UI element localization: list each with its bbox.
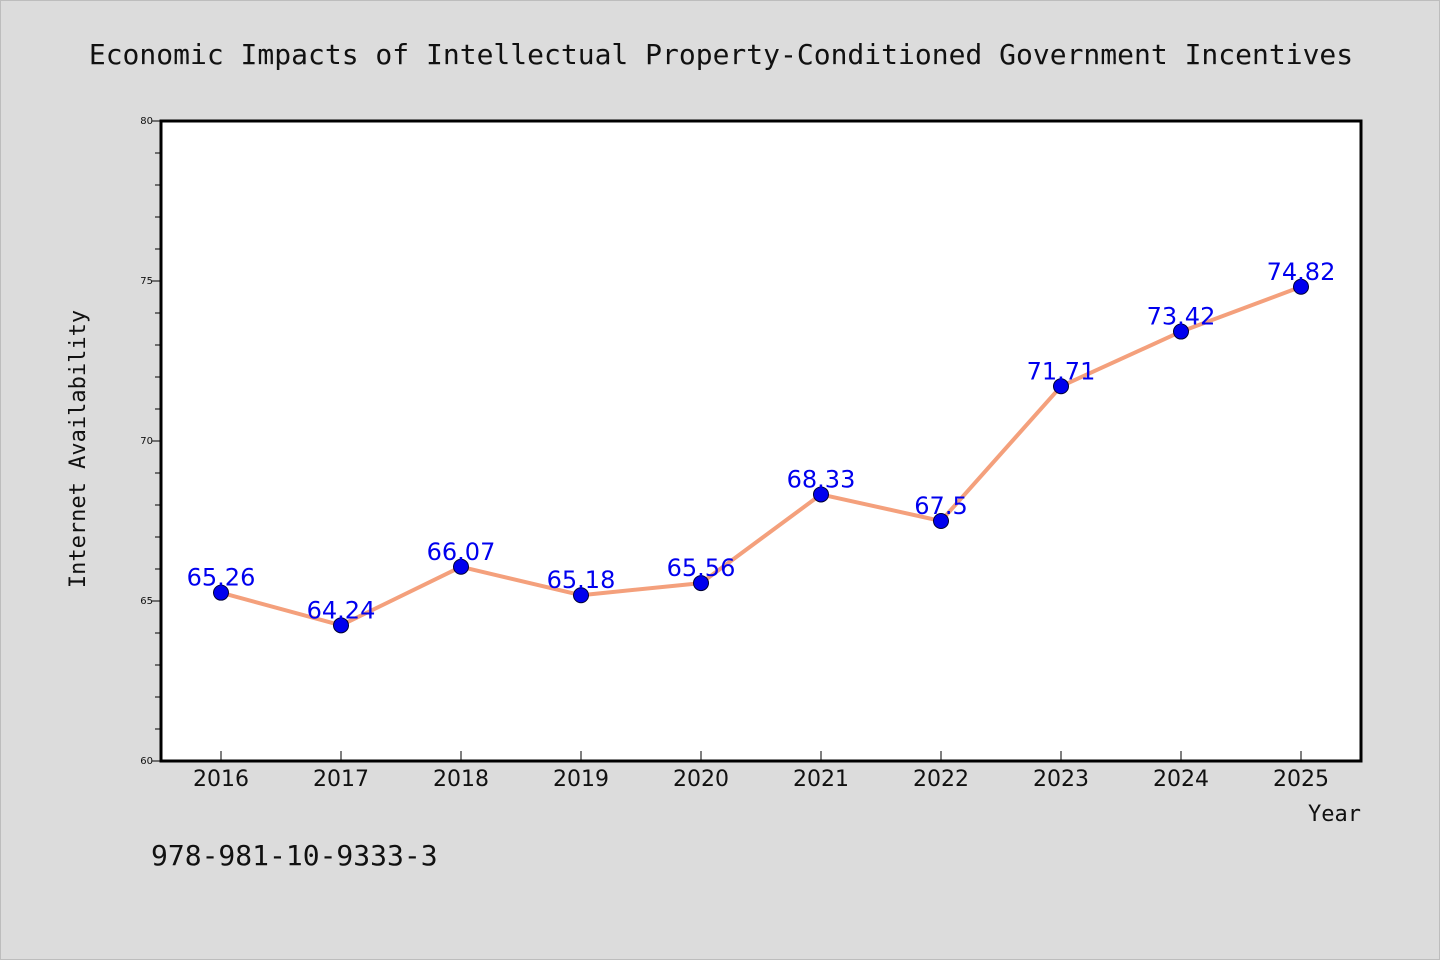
x-tick-label: 2020 — [673, 767, 729, 792]
x-axis-label: Year — [1308, 802, 1361, 827]
x-axis-ticks: 2016 2017 2018 2019 2020 2021 2022 2023 2024 2025 — [193, 751, 1329, 792]
x-tick-label: 2025 — [1273, 767, 1329, 792]
data-point — [933, 513, 949, 529]
plot-frame — [159, 119, 1363, 763]
x-tick-label: 2019 — [553, 767, 609, 792]
data-label: 65.18 — [547, 566, 616, 594]
x-tick-label: 2016 — [193, 767, 249, 792]
data-label: 66.07 — [427, 538, 496, 566]
y-tick-label: 70 — [140, 436, 153, 447]
data-point — [1053, 378, 1069, 395]
chart-title: Economic Impacts of Intellectual Propert… — [89, 38, 1353, 71]
data-label: 65.56 — [667, 554, 736, 582]
data-label: 68.33 — [787, 465, 856, 493]
x-tick-label: 2021 — [793, 767, 849, 792]
data-label: 64.24 — [307, 596, 376, 624]
data-label: 67.5 — [914, 492, 967, 520]
y-tick-label: 75 — [140, 276, 153, 287]
data-label: 74.82 — [1267, 258, 1336, 286]
data-point — [453, 558, 469, 575]
plot-area — [161, 121, 1361, 761]
series-markers — [213, 278, 1309, 634]
data-point — [333, 617, 349, 634]
footer-code: 978-981-10-9333-3 — [151, 839, 438, 872]
x-tick-label: 2018 — [433, 767, 489, 792]
data-label: 71.71 — [1027, 357, 1096, 385]
x-tick-label: 2023 — [1033, 767, 1089, 792]
y-tick-label: 65 — [140, 596, 153, 607]
x-tick-label: 2024 — [1153, 767, 1209, 792]
y-tick-label: 80 — [140, 116, 153, 127]
y-axis-ticks: 60 65 70 75 80 — [140, 116, 161, 767]
series-line — [219, 284, 1303, 628]
data-point — [213, 584, 229, 601]
data-labels: 65.26 64.24 66.07 65.18 65.56 68.33 67.5 71.71 7… — [187, 258, 1336, 625]
x-tick-label: 2017 — [313, 767, 369, 792]
data-point — [1173, 323, 1189, 340]
data-label: 65.26 — [187, 564, 256, 592]
x-tick-label: 2022 — [913, 767, 969, 792]
y-tick-label: 60 — [140, 756, 153, 767]
data-point — [693, 575, 709, 592]
data-point — [1293, 278, 1309, 295]
data-point — [573, 587, 589, 604]
data-label: 73.42 — [1147, 303, 1216, 331]
y-axis-label: Internet Availability — [66, 310, 91, 588]
data-point — [813, 486, 829, 503]
